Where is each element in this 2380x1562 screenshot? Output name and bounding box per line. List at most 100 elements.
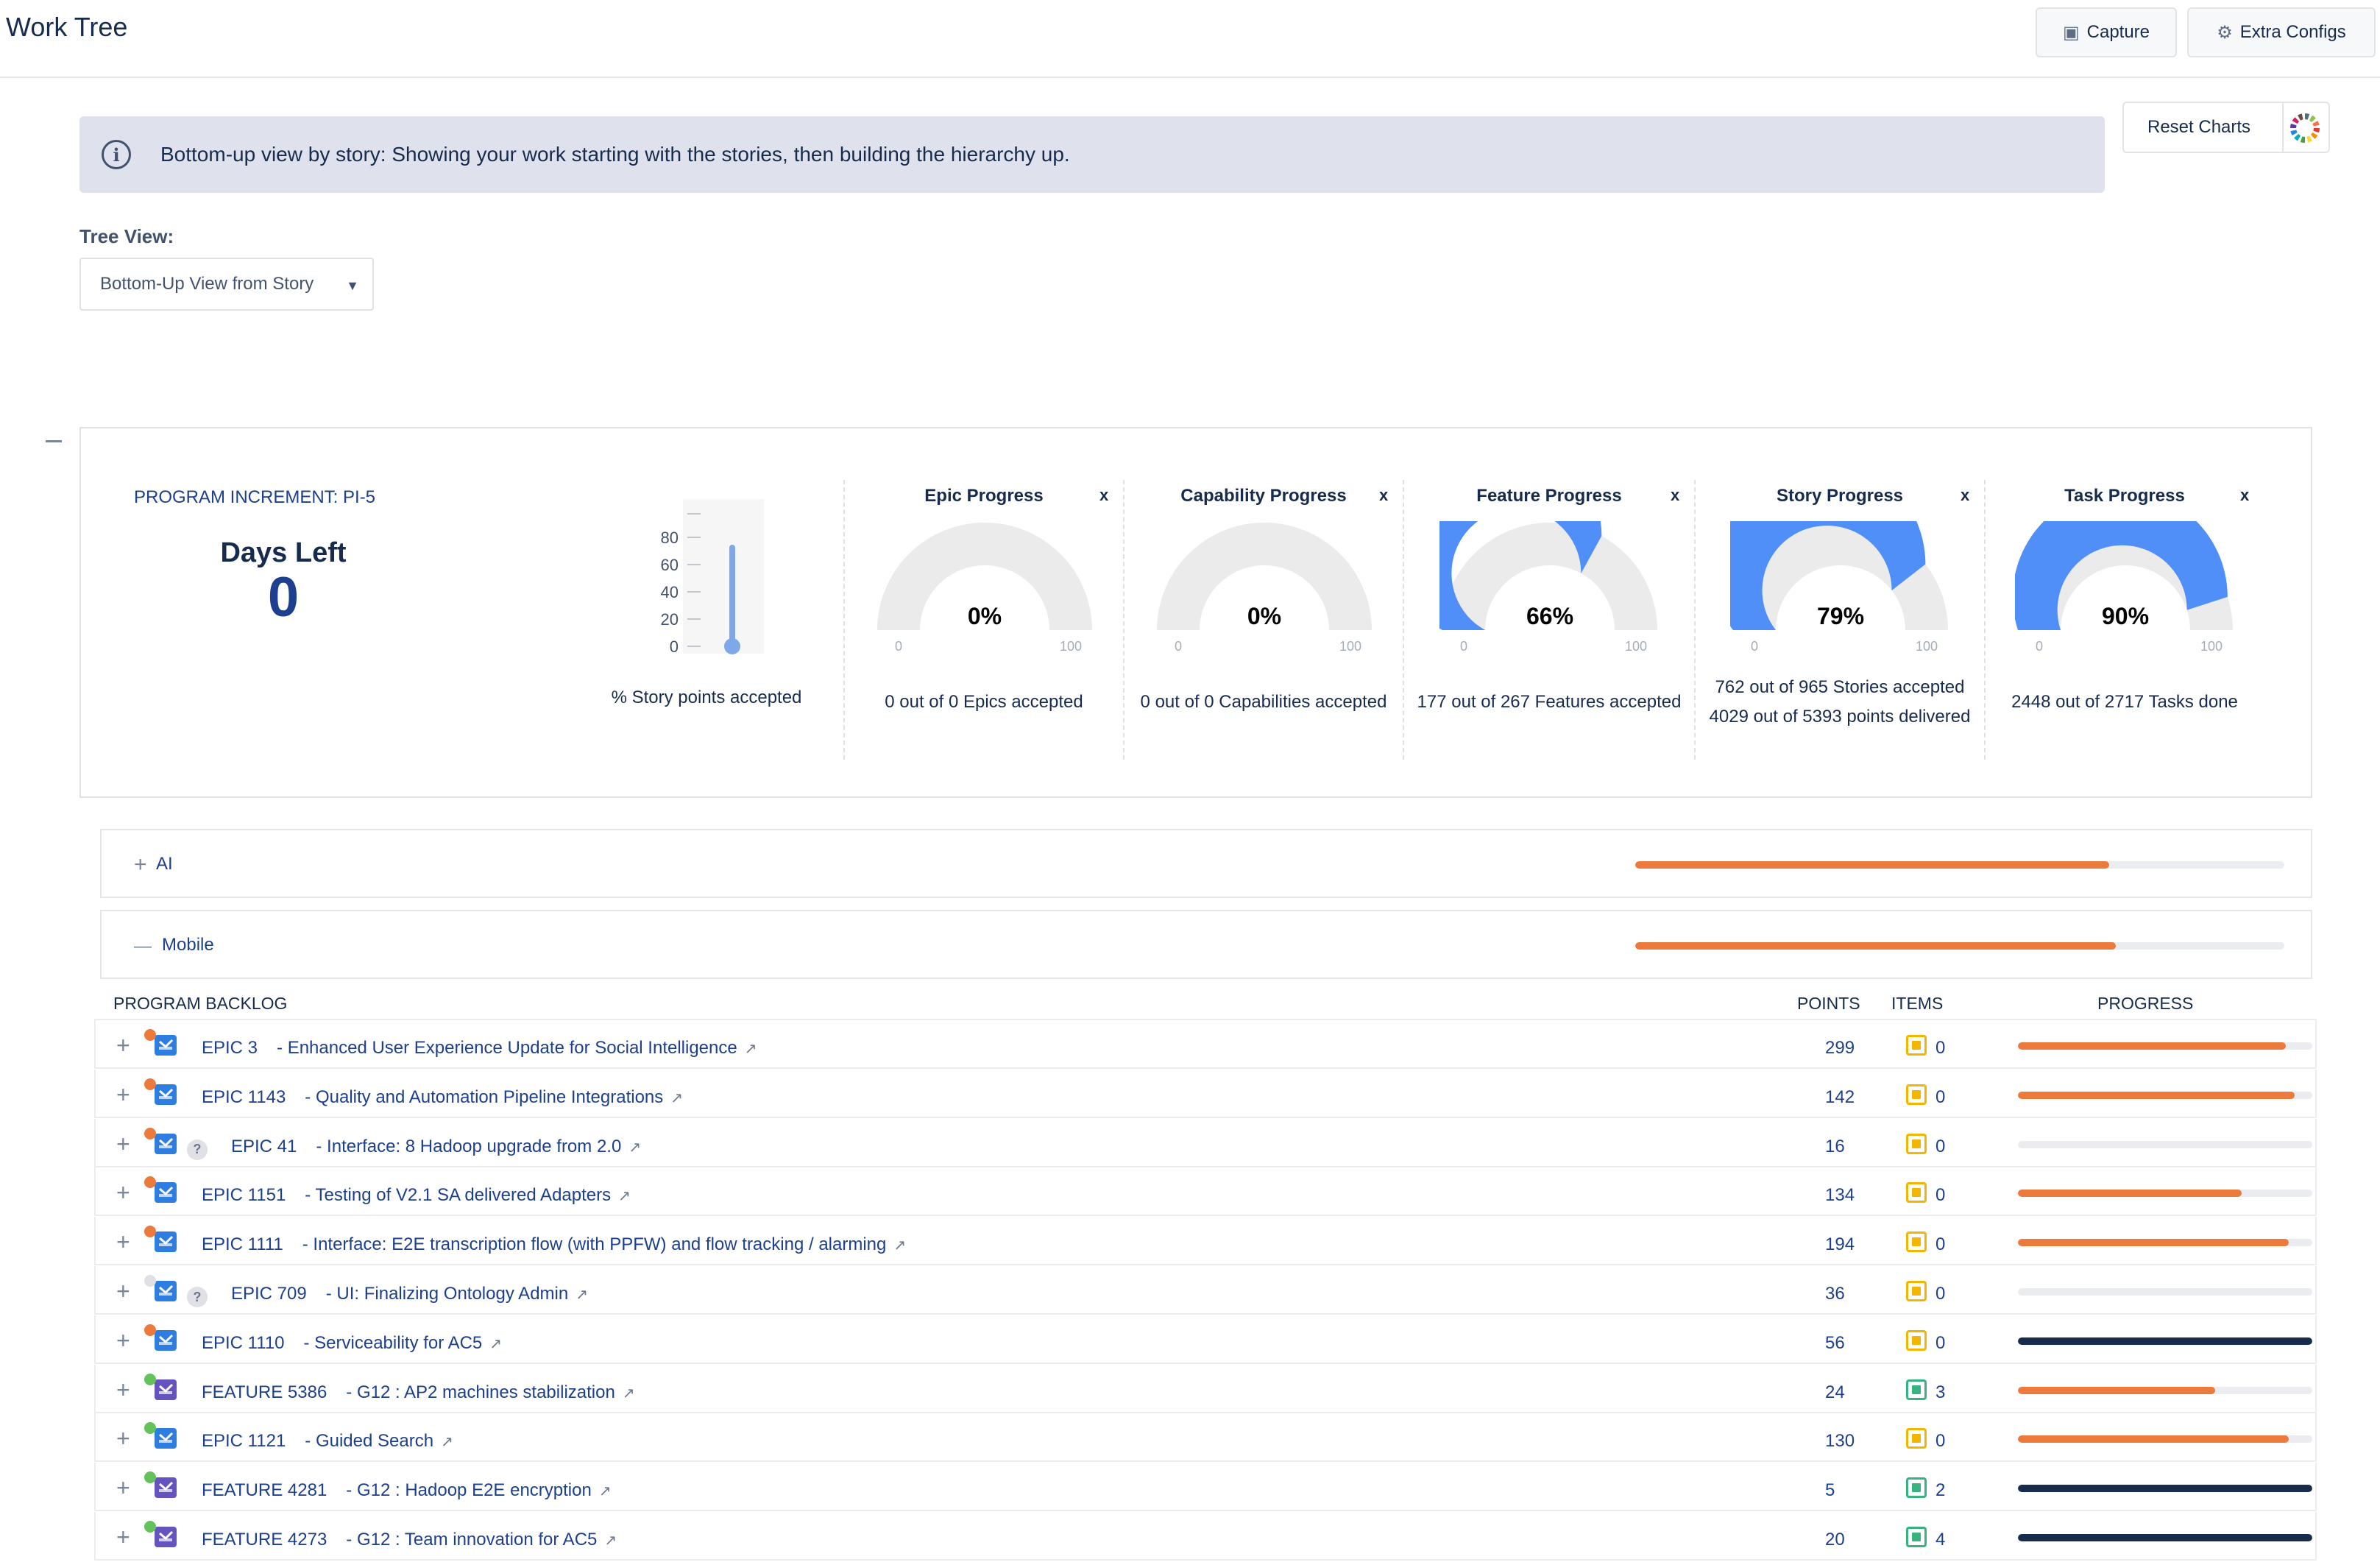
external-link-icon[interactable]: ↗ (598, 1483, 612, 1500)
expand-icon[interactable]: + (116, 1278, 130, 1304)
items-icon-inner (1912, 1089, 1921, 1099)
external-link-icon[interactable]: ↗ (622, 1385, 635, 1402)
column-header-progress[interactable]: PROGRESS (2097, 994, 2194, 1013)
color-wheel-segment (2306, 135, 2312, 143)
progress-bar (2018, 1386, 2312, 1394)
gauge-min-label: 0 (1460, 639, 1467, 654)
gauge-caption-line: 4029 out of 5393 points delivered (1709, 707, 1971, 727)
close-icon[interactable]: x (1671, 486, 1680, 504)
expand-icon[interactable]: + (116, 1032, 130, 1059)
item-link[interactable]: FEATURE 4281 - G12 : Hadoop E2E encryptio… (202, 1480, 612, 1501)
expand-icon[interactable]: + (116, 1524, 130, 1550)
expand-icon[interactable]: + (116, 1130, 130, 1157)
external-link-icon[interactable]: ↗ (575, 1287, 588, 1303)
progress-fill (2018, 1435, 2289, 1443)
close-icon[interactable]: x (1099, 486, 1109, 504)
expand-icon[interactable]: + (116, 1425, 130, 1452)
column-header-items[interactable]: ITEMS (1891, 994, 1944, 1013)
item-link[interactable]: EPIC 41 - Interface: 8 Hadoop upgrade fro… (231, 1137, 641, 1157)
gauge-caption-line: 2448 out of 2717 Tasks done (2011, 692, 2238, 712)
item-points: 56 (1825, 1332, 1845, 1353)
type-glyph (159, 1088, 174, 1099)
tree-view-select[interactable]: Bottom-Up View from Story ▼ (79, 258, 374, 311)
item-link[interactable]: EPIC 1143 - Quality and Automation Pipeli… (202, 1087, 683, 1108)
close-icon[interactable]: x (1379, 486, 1389, 504)
team-row-ai[interactable]: + AI (100, 829, 2312, 898)
close-icon[interactable]: x (2240, 486, 2250, 504)
type-glyph (159, 1187, 174, 1198)
item-link[interactable]: EPIC 1111 - Interface: E2E transcription … (202, 1234, 906, 1255)
expand-icon[interactable]: + (116, 1229, 130, 1256)
epic-icon (155, 1428, 177, 1449)
days-left-label: Days Left (220, 537, 347, 568)
color-wheel-icon[interactable] (2287, 110, 2323, 146)
status-dot (144, 1373, 156, 1385)
item-link[interactable]: EPIC 1151 - Testing of V2.1 SA delivered … (202, 1185, 631, 1206)
item-link[interactable]: FEATURE 5386 - G12 : AP2 machines stabili… (202, 1382, 635, 1403)
item-link[interactable]: EPIC 709 - UI: Finalizing Ontology Admin ↗ (231, 1284, 588, 1304)
extra-configs-button[interactable]: ⚙ Extra Configs (2187, 7, 2376, 57)
table-row[interactable]: + EPIC 1111 - Interface: E2E transcription… (94, 1217, 2317, 1266)
status-dot (144, 1176, 156, 1189)
item-count: 4 (1935, 1530, 1946, 1549)
expand-icon[interactable]: + (116, 1376, 130, 1403)
items-icon-inner (1912, 1434, 1921, 1443)
gauge-fill (1730, 521, 1926, 630)
table-row[interactable]: + FEATURE 4273 - G12 : Team innovation for… (94, 1512, 2317, 1561)
item-link[interactable]: FEATURE 4273 - G12 : Team innovation for … (202, 1530, 617, 1550)
external-link-icon[interactable]: ↗ (628, 1139, 642, 1156)
external-link-icon[interactable]: ↗ (441, 1434, 453, 1451)
color-wheel-segment (2311, 132, 2318, 139)
column-header-points[interactable]: POINTS (1797, 994, 1860, 1013)
capture-button[interactable]: ▣ Capture (2036, 7, 2177, 57)
table-row[interactable]: +? EPIC 709 - UI: Finalizing Ontology Admi… (94, 1266, 2317, 1315)
item-link[interactable]: EPIC 3 - Enhanced User Experience Update … (202, 1038, 757, 1059)
external-link-icon[interactable]: ↗ (604, 1533, 617, 1549)
table-row[interactable]: + EPIC 1143 - Quality and Automation Pipel… (94, 1069, 2317, 1118)
epic-items-icon (1906, 1133, 1927, 1154)
external-link-icon[interactable]: ↗ (893, 1237, 907, 1254)
gauge-max-label: 100 (2200, 639, 2223, 654)
expand-icon[interactable]: + (134, 852, 147, 877)
table-row[interactable]: + EPIC 1121 - Guided Search ↗ 130 0 (94, 1413, 2317, 1463)
external-link-icon[interactable]: ↗ (670, 1089, 684, 1106)
team-name[interactable]: Mobile (162, 935, 214, 955)
table-row[interactable]: +? EPIC 41 - Interface: 8 Hadoop upgrade f… (94, 1118, 2317, 1167)
expand-icon[interactable]: + (116, 1081, 130, 1108)
external-link-icon[interactable]: ↗ (489, 1335, 503, 1352)
table-row[interactable]: + EPIC 1151 - Testing of V2.1 SA delivered… (94, 1167, 2317, 1217)
expand-icon[interactable]: + (116, 1474, 130, 1502)
color-wheel-segment (2312, 121, 2320, 127)
table-row[interactable]: + FEATURE 4281 - G12 : Hadoop E2E encrypti… (94, 1463, 2317, 1512)
epic-items-icon (1906, 1428, 1927, 1449)
item-key: FEATURE 5386 (202, 1382, 327, 1402)
close-icon[interactable]: x (1961, 486, 1970, 504)
gauge-caption-line: 762 out of 965 Stories accepted (1715, 677, 1965, 697)
item-link[interactable]: EPIC 1110 - Serviceability for AC5 ↗ (202, 1333, 502, 1354)
status-dot (144, 1078, 156, 1090)
pi-summary-panel: PROGRAM INCREMENT: PI-5 Days Left 0 80 60… (79, 427, 2312, 798)
item-points: 20 (1825, 1530, 1845, 1549)
table-row[interactable]: + EPIC 1110 - Serviceability for AC5 ↗ 56 0 (94, 1315, 2317, 1364)
team-name[interactable]: AI (156, 854, 173, 874)
type-glyph (159, 1236, 174, 1247)
item-key: EPIC 1151 (202, 1185, 286, 1206)
collapse-icon[interactable]: — (134, 936, 152, 956)
table-row[interactable]: + FEATURE 5386 - G12 : AP2 machines stabil… (94, 1364, 2317, 1413)
color-wheel-segment (2292, 117, 2299, 124)
external-link-icon[interactable]: ↗ (618, 1188, 631, 1205)
team-row-mobile[interactable]: — Mobile (100, 910, 2312, 979)
item-title: - Testing of V2.1 SA delivered Adapters (305, 1185, 612, 1206)
table-row[interactable]: + EPIC 3 - Enhanced User Experience Update… (94, 1020, 2317, 1069)
gauge-percent-label: 79% (1817, 603, 1864, 629)
status-dot (144, 1226, 156, 1238)
reset-charts-button[interactable]: Reset Charts (2122, 102, 2330, 153)
item-link[interactable]: EPIC 1121 - Guided Search ↗ (202, 1431, 453, 1452)
progress-bar (2018, 1288, 2312, 1296)
extra-configs-button-label: Extra Configs (2239, 22, 2346, 42)
epic-items-icon (1906, 1281, 1927, 1301)
expand-icon[interactable]: + (116, 1179, 130, 1206)
collapse-panel-icon[interactable] (46, 440, 62, 442)
external-link-icon[interactable]: ↗ (744, 1041, 757, 1057)
expand-icon[interactable]: + (116, 1326, 130, 1354)
